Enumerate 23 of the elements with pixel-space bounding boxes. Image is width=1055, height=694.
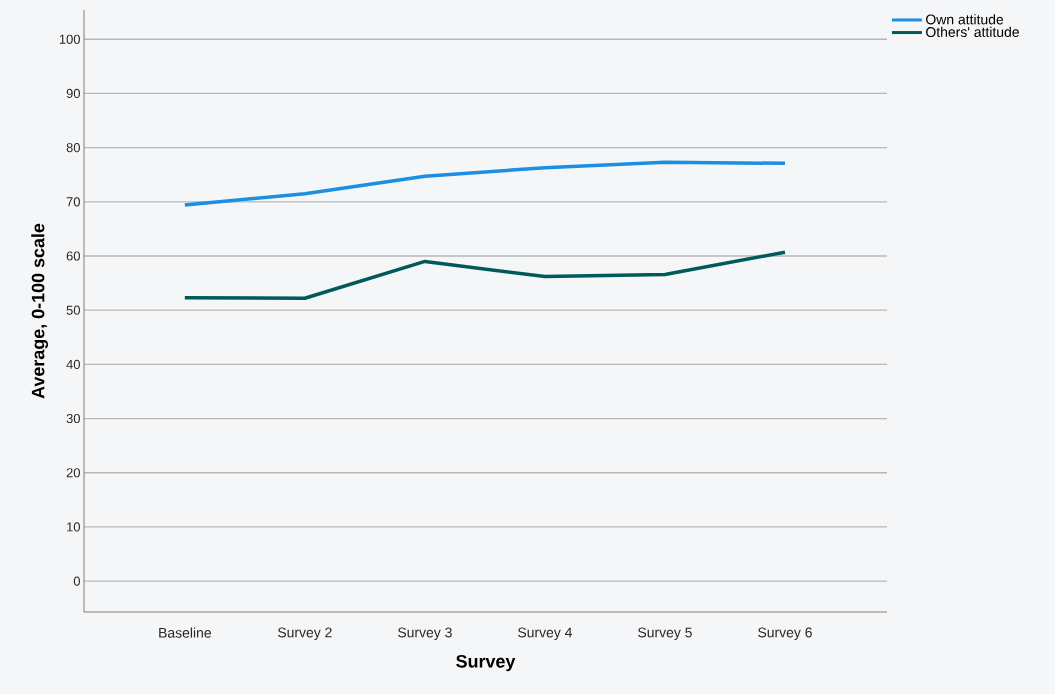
y-tick-label: 80 [66, 143, 80, 153]
y-tick-label: 0 [73, 576, 80, 586]
y-tick-label: 10 [67, 522, 80, 532]
x-tick-label: Survey 3 [398, 627, 452, 641]
x-tick-label: Survey 4 [518, 627, 573, 641]
y-tick-label: 70 [66, 197, 80, 207]
y-axis-title: Average, 0-100 scale [31, 223, 49, 399]
legend-label: Own attitude [926, 14, 1004, 25]
y-tick-label: 90 [66, 88, 80, 99]
y-tick-label: 40 [66, 359, 80, 369]
x-tick-label: Survey 2 [277, 627, 332, 641]
y-tick-label: 20 [66, 468, 80, 478]
y-tick-label: 100 [59, 34, 80, 44]
line-series [183, 160, 787, 207]
x-tick-label: Survey 6 [758, 627, 812, 641]
x-axis-title: Survey [456, 654, 516, 672]
y-tick-label: 30 [66, 413, 80, 424]
line-series [183, 250, 787, 300]
x-tick-label: Baseline [159, 627, 211, 638]
y-tick-label: 60 [66, 251, 80, 261]
legend-label: Others' attitude [926, 26, 1019, 37]
y-tick-label: 50 [66, 305, 80, 315]
x-tick-label: Survey 5 [638, 627, 692, 641]
